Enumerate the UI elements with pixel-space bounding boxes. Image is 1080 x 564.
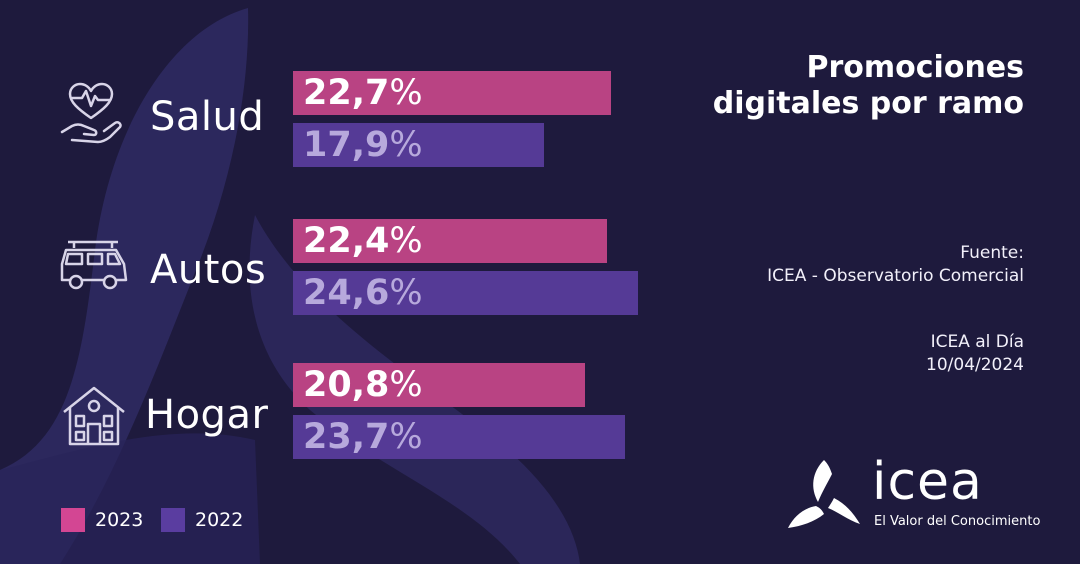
category-label-autos: Autos (150, 247, 267, 293)
house-icon (63, 386, 125, 446)
car-icon (60, 240, 128, 290)
icea-logo-text: icea (872, 452, 983, 512)
bar-value-unit: % (389, 221, 423, 261)
bar-value-number: 20,8 (303, 365, 390, 405)
icea-logo: icea El Valor del Conocimiento (786, 454, 1040, 534)
heart-in-hand-icon (60, 82, 122, 144)
legend-label-2023: 2023 (95, 509, 144, 531)
source-text: ICEA - Observatorio Comercial (767, 266, 1024, 286)
bar-value-number: 22,4 (303, 221, 390, 261)
bar-value-label: 17,9% (303, 123, 423, 167)
bar-hogar-2022: 23,7% (293, 415, 625, 459)
bar-value-unit: % (389, 365, 423, 405)
bar-value-number: 23,7 (303, 417, 390, 457)
category-label-salud: Salud (150, 94, 265, 140)
publication-date: 10/04/2024 (926, 355, 1024, 375)
chart-title-line-2: digitales por ramo (712, 86, 1024, 121)
chart-title-line-1: Promociones (806, 50, 1025, 85)
bar-value-unit: % (389, 417, 423, 457)
bar-value-unit: % (389, 273, 423, 313)
icea-logo-tagline: El Valor del Conocimiento (874, 514, 1041, 529)
publication-note: ICEA al Día 10/04/2024 (684, 331, 1024, 377)
icea-logo-mark (788, 460, 860, 528)
bar-value-number: 17,9 (303, 125, 390, 165)
bar-value-label: 22,4% (303, 219, 423, 263)
bar-value-number: 22,7 (303, 73, 390, 113)
category-label-hogar: Hogar (145, 392, 269, 438)
legend-swatch-2023 (61, 508, 85, 532)
bar-autos-2023: 22,4% (293, 219, 607, 263)
bar-value-unit: % (389, 125, 423, 165)
publication-name: ICEA al Día (930, 332, 1024, 352)
chart-title: Promociones digitales por ramo (684, 50, 1024, 122)
bar-value-label: 22,7% (303, 71, 423, 115)
bar-value-number: 24,6 (303, 273, 390, 313)
source-label: Fuente: (960, 243, 1024, 263)
legend-swatch-2022 (161, 508, 185, 532)
bar-value-unit: % (389, 73, 423, 113)
bar-salud-2023: 22,7% (293, 71, 611, 115)
bar-value-label: 23,7% (303, 415, 423, 459)
legend-label-2022: 2022 (195, 509, 244, 531)
source-note: Fuente: ICEA - Observatorio Comercial (684, 242, 1024, 288)
bar-salud-2022: 17,9% (293, 123, 544, 167)
bar-autos-2022: 24,6% (293, 271, 638, 315)
bar-value-label: 24,6% (303, 271, 423, 315)
background-petal (0, 8, 249, 564)
bar-value-label: 20,8% (303, 363, 423, 407)
bar-hogar-2023: 20,8% (293, 363, 585, 407)
